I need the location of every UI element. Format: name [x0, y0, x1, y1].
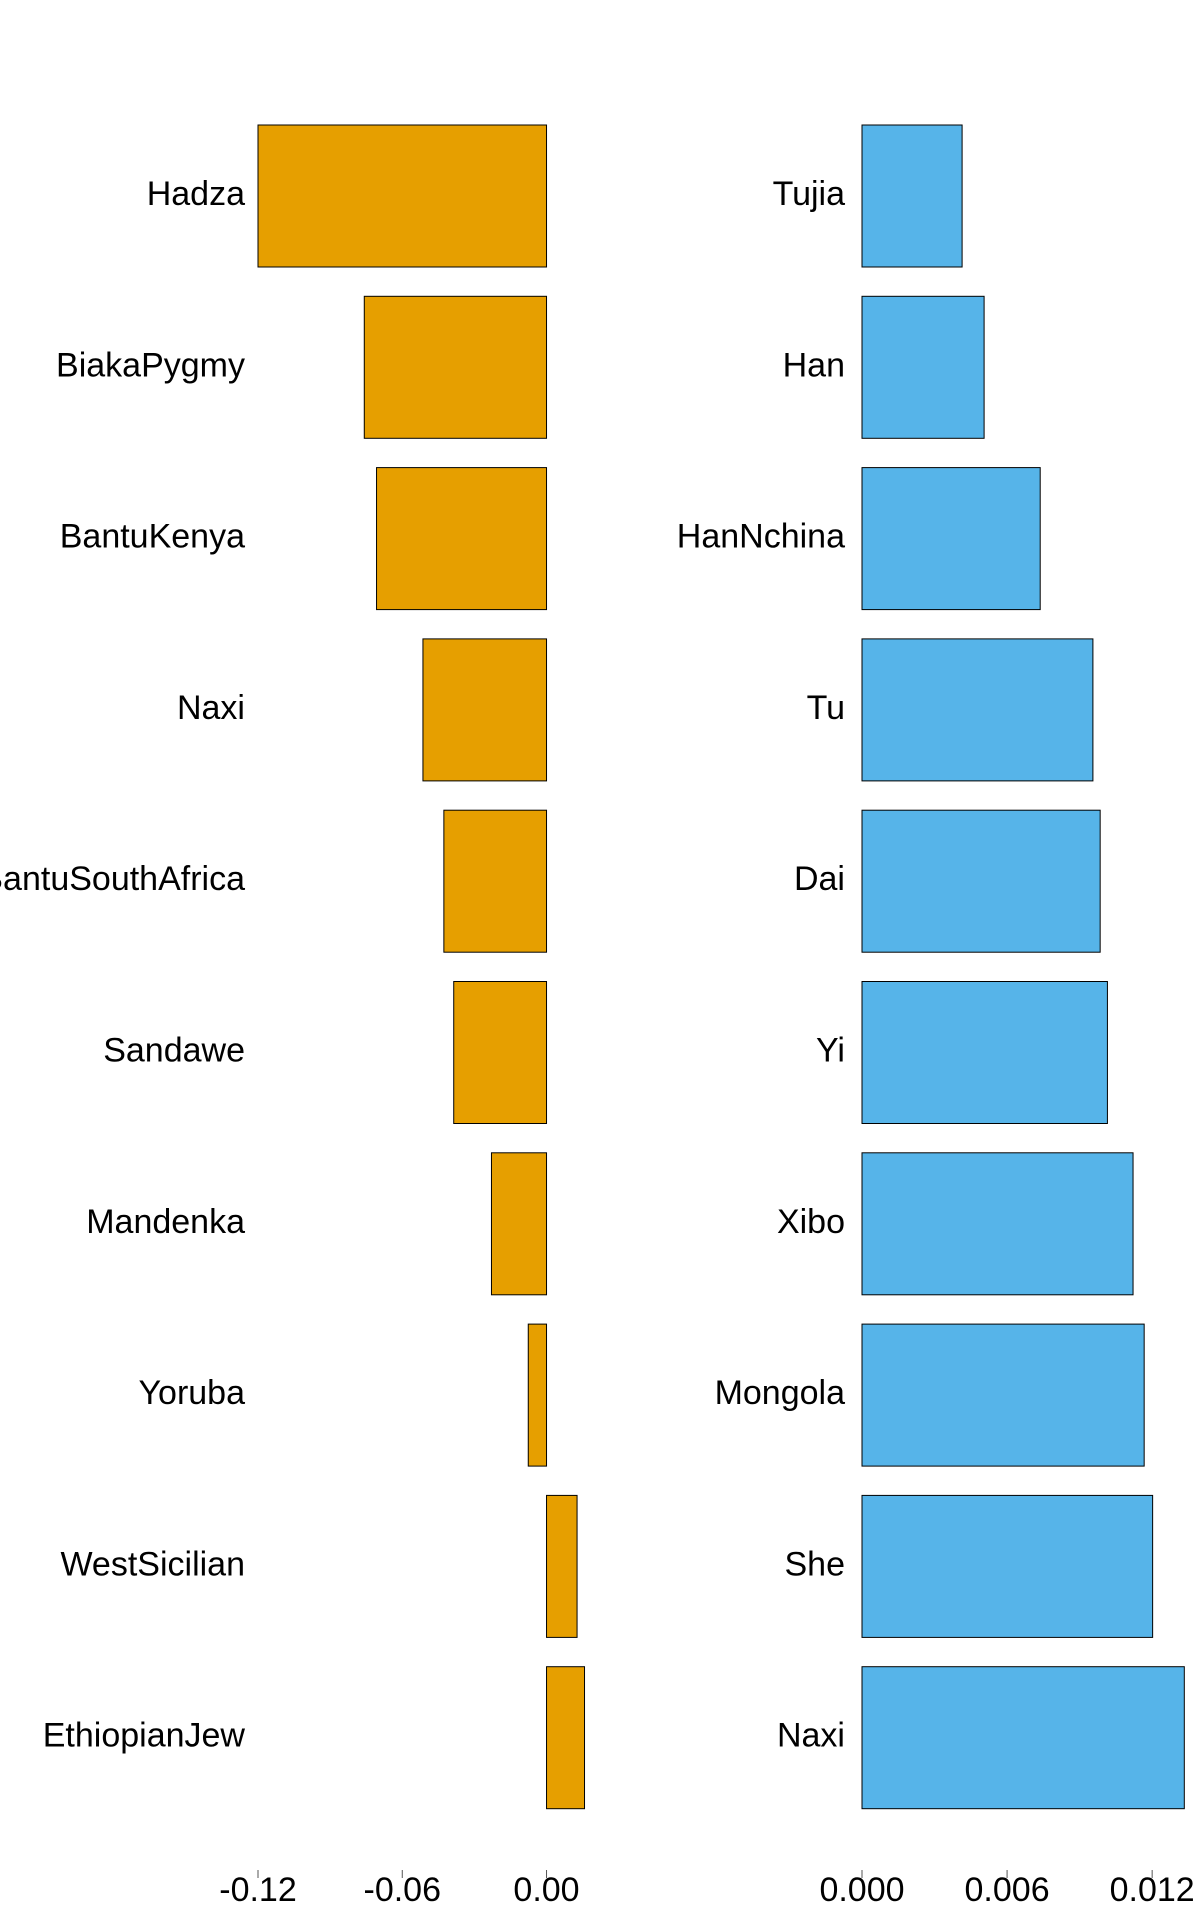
bar — [861, 124, 963, 268]
category-label: Han — [783, 346, 845, 384]
category-label: Tu — [807, 689, 845, 727]
bar — [490, 1152, 548, 1296]
bar — [861, 1323, 1145, 1467]
category-label: Mandenka — [86, 1203, 245, 1241]
category-label: Hadza — [147, 175, 245, 213]
category-label: Tujia — [773, 175, 846, 213]
x-tick-label: -0.06 — [364, 1871, 442, 1909]
category-label: Dai — [794, 860, 845, 898]
bar — [453, 981, 548, 1124]
category-label: BantuKenya — [60, 518, 245, 556]
bar — [546, 1494, 578, 1638]
bar — [861, 809, 1101, 953]
category-label: WestSicilian — [60, 1545, 245, 1583]
bar — [443, 809, 548, 953]
category-label: Yi — [816, 1031, 845, 1069]
category-label: Sandawe — [103, 1031, 245, 1069]
bar — [861, 1494, 1154, 1638]
x-tick-label: 0.000 — [819, 1871, 904, 1909]
category-label: BantuSouthAfrica — [0, 860, 245, 898]
bar — [861, 1666, 1185, 1810]
category-label: BiakaPygmy — [56, 346, 245, 384]
bar — [861, 295, 985, 439]
bar — [861, 981, 1108, 1124]
bar — [861, 638, 1094, 782]
category-label: Yoruba — [138, 1374, 245, 1412]
bar — [363, 295, 548, 439]
x-tick-label: 0.006 — [965, 1871, 1050, 1909]
category-label: EthiopianJew — [43, 1717, 246, 1755]
category-label: HanNchina — [677, 518, 845, 556]
category-label: She — [785, 1545, 846, 1583]
bar — [861, 467, 1041, 611]
category-label: Mongola — [715, 1374, 846, 1412]
category-label: Xibo — [777, 1203, 845, 1241]
x-tick-label: 0.012 — [1110, 1871, 1195, 1909]
bar — [257, 124, 548, 268]
bar — [861, 1152, 1134, 1296]
bar — [376, 467, 548, 611]
bar — [422, 638, 548, 782]
x-tick-label: 0.00 — [513, 1871, 579, 1909]
category-label: Naxi — [777, 1717, 845, 1755]
x-tick-label: -0.12 — [219, 1871, 297, 1909]
bar — [546, 1666, 586, 1810]
bar — [527, 1323, 548, 1467]
category-label: Naxi — [177, 689, 245, 727]
